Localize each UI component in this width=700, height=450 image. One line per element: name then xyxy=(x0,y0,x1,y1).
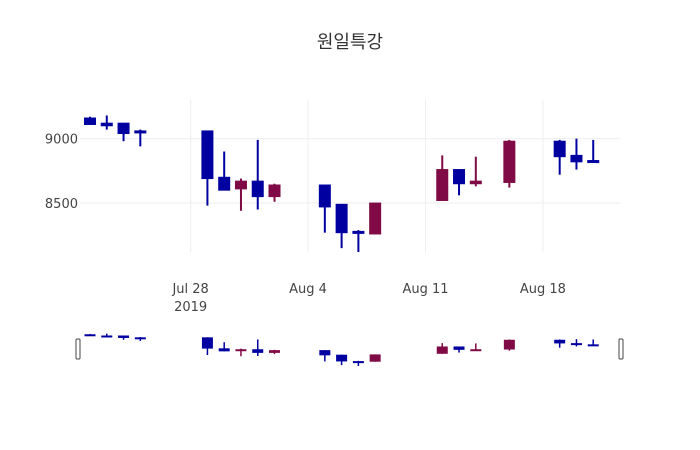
grid-layer xyxy=(80,100,620,252)
candle-body xyxy=(469,180,482,185)
candle xyxy=(369,202,382,235)
candle-layer xyxy=(84,115,600,252)
x-tick-label: Jul 28 xyxy=(171,282,208,297)
candle-body xyxy=(436,169,449,201)
slider-candle-body xyxy=(269,350,281,353)
slider-candle-body xyxy=(436,346,448,354)
candle-body xyxy=(503,140,516,183)
slider-candle-body xyxy=(134,337,146,340)
candle xyxy=(436,155,449,201)
x-tick-sublabel: 2019 xyxy=(174,300,207,315)
slider-candle-body xyxy=(587,344,599,347)
candle xyxy=(84,116,96,125)
candle-body xyxy=(318,184,331,208)
candle xyxy=(134,129,147,147)
candle-body xyxy=(251,180,264,198)
candle-body xyxy=(100,122,113,127)
y-tick-label: 9000 xyxy=(45,133,78,148)
slider-candle-body xyxy=(84,334,96,337)
range-slider[interactable] xyxy=(75,333,624,366)
candle xyxy=(469,156,482,187)
slider-candle xyxy=(319,350,331,362)
candle xyxy=(318,184,331,233)
slider-candle xyxy=(235,348,247,357)
candle-body xyxy=(587,160,600,164)
candle-body xyxy=(84,117,96,125)
slider-candle xyxy=(587,339,599,347)
candle-body xyxy=(453,169,466,185)
chart-title: 원일특강 xyxy=(317,32,383,53)
slider-candle-body xyxy=(118,335,130,338)
candle-body xyxy=(201,130,214,180)
slider-candle xyxy=(101,333,113,338)
candle-body xyxy=(352,230,365,234)
slider-candle-body xyxy=(101,335,113,338)
y-tick-label: 8500 xyxy=(45,197,78,212)
slider-candle-body xyxy=(235,349,247,352)
slider-candle xyxy=(554,339,566,348)
candle-body xyxy=(117,122,130,134)
slider-candle-body xyxy=(453,346,465,350)
slider-candle-body xyxy=(336,354,348,362)
candle xyxy=(268,183,281,202)
candle-body xyxy=(134,130,147,134)
candle xyxy=(251,139,264,210)
candle xyxy=(234,178,247,211)
slider-candle-body xyxy=(503,339,515,350)
candle xyxy=(553,139,566,175)
slider-candle xyxy=(453,346,465,353)
slider-candle-body xyxy=(470,349,482,352)
slider-candle xyxy=(118,335,130,340)
slider-candle xyxy=(470,343,482,352)
slider-candle xyxy=(252,339,264,356)
candle-body xyxy=(553,140,566,158)
slider-candle xyxy=(570,339,582,347)
slider-candle xyxy=(436,343,448,354)
slider-candle-body xyxy=(319,350,331,356)
x-tick-label: Aug 18 xyxy=(520,282,566,297)
slider-candle xyxy=(269,349,281,355)
slider-candle-body xyxy=(252,349,264,353)
x-tick-label: Aug 4 xyxy=(289,282,327,297)
slider-candle-body xyxy=(570,343,582,346)
candle-body xyxy=(218,176,231,191)
slider-candle-body xyxy=(201,337,213,349)
candle xyxy=(503,139,516,188)
candle xyxy=(100,115,113,130)
candle xyxy=(117,122,130,142)
candle-body xyxy=(268,184,281,198)
candle-body xyxy=(335,203,348,234)
x-tick-label: Aug 11 xyxy=(402,282,448,297)
candle xyxy=(335,203,348,249)
slider-candle xyxy=(352,360,364,366)
slider-candle-body xyxy=(352,361,364,364)
slider-candle xyxy=(503,339,515,351)
slider-right-handle[interactable] xyxy=(618,338,624,360)
slider-candle xyxy=(134,337,146,341)
candle-body xyxy=(234,180,247,190)
slider-candle xyxy=(84,333,96,337)
candle xyxy=(201,130,214,206)
candle xyxy=(218,151,231,191)
slider-candle-body xyxy=(369,354,381,362)
slider-candle-body xyxy=(554,339,566,344)
candle xyxy=(587,139,600,164)
candle xyxy=(352,230,365,252)
slider-left-handle[interactable] xyxy=(75,338,81,360)
slider-candle xyxy=(218,342,230,352)
candle-body xyxy=(570,154,583,163)
slider-candle xyxy=(201,337,213,356)
slider-candle xyxy=(369,354,381,362)
candle-body xyxy=(369,202,382,235)
tick-label-layer: 8500 9000 Jul 28 2019 Aug 4 Aug 11 Aug 18 xyxy=(45,133,566,315)
slider-candle-body xyxy=(218,348,230,352)
slider-candle xyxy=(336,354,348,366)
candle xyxy=(570,138,583,170)
candle xyxy=(453,169,466,196)
